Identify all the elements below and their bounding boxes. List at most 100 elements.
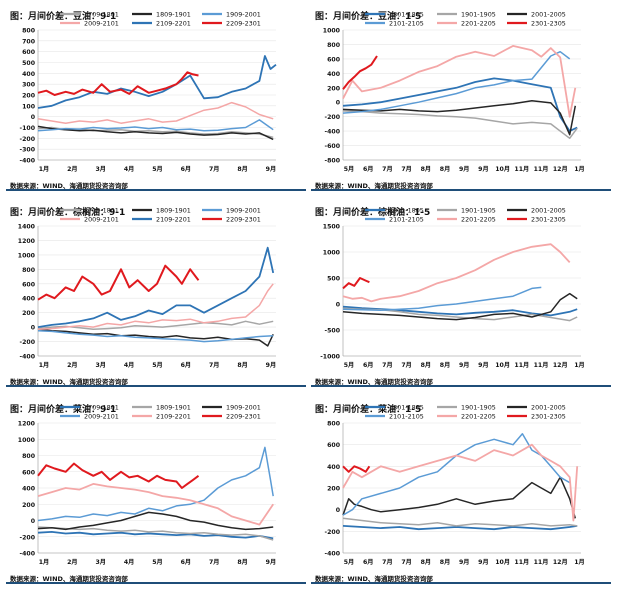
y-tick-label: 0 — [31, 325, 36, 332]
chart-title: 图：月间价差：棕榈油：1-5 — [315, 208, 431, 218]
y-tick-label: 600 — [22, 281, 36, 288]
series-line-2101-2105 — [342, 433, 571, 516]
series-line-1801-1805 — [342, 77, 578, 133]
series-line-2101-2105 — [342, 286, 542, 311]
y-tick-label: 500 — [22, 60, 36, 67]
series-line-2209-2301 — [37, 264, 200, 301]
series-line-1709-1801 — [37, 530, 274, 540]
series-line-2109-2201 — [37, 55, 277, 109]
y-tick-label: 400 — [22, 296, 36, 303]
x-tick-label: 9月 — [478, 165, 489, 173]
y-tick-label: -400 — [325, 551, 341, 558]
y-tick-label: -200 — [20, 339, 36, 346]
legend-label: 2109-2201 — [156, 20, 191, 28]
legend-label: 1909-2001 — [226, 404, 261, 412]
series-line-2009-2101 — [37, 283, 274, 331]
y-tick-label: -200 — [20, 136, 36, 143]
y-tick-label: -400 — [20, 158, 36, 165]
chart-source: 数据来源：WIND、海通期货投资咨询部 — [315, 378, 433, 386]
series-line-1901-1905 — [342, 110, 578, 140]
y-tick-label: 0 — [336, 100, 341, 107]
x-tick-label: 1月 — [39, 361, 50, 369]
chart-svg: -400 -200 0 200 400 600 800 1000 1200 1400 1月 2月 3月 4… — [18, 207, 277, 370]
legend-label: 1909-2001 — [226, 11, 261, 19]
y-tick-label: -400 — [325, 129, 341, 136]
x-tick-label: 1月 — [39, 558, 50, 566]
x-tick-label: 4月 — [124, 558, 135, 566]
y-tick-label: 800 — [22, 28, 36, 35]
x-tick-label: 12月 — [553, 558, 568, 566]
x-tick-label: 8月 — [440, 165, 451, 173]
legend-label: 1801-1805 — [389, 11, 424, 19]
panel-divider — [311, 582, 611, 584]
y-tick-label: 800 — [22, 453, 36, 460]
legend-label: 1809-1901 — [156, 404, 191, 412]
y-tick-label: 0 — [31, 114, 36, 121]
series-line-2001-2005 — [342, 476, 577, 519]
y-tick-label: -1000 — [320, 354, 340, 361]
y-tick-label: 400 — [22, 486, 36, 493]
x-tick-label: 9月 — [266, 361, 277, 369]
x-tick-label: 4月 — [124, 361, 135, 369]
x-tick-label: 9月 — [459, 558, 470, 566]
panel-divider — [6, 385, 306, 387]
y-tick-label: 700 — [22, 38, 36, 45]
y-tick-label: -500 — [325, 328, 341, 335]
x-tick-label: 6月 — [181, 361, 192, 369]
y-tick-label: 1000 — [18, 437, 36, 444]
y-tick-label: 200 — [22, 310, 36, 317]
legend-label: 2009-2101 — [84, 20, 119, 28]
y-tick-label: 800 — [327, 42, 341, 49]
x-tick-label: 4月 — [124, 165, 135, 173]
chart-panel-palm-oil-9-1: 图：月间价差：棕榈油：9-1 -400 -200 0 200 400 600 800 1000… — [6, 196, 311, 392]
chart-panel-soybean-oil-9-1: 图：月间价差：豆油：9-1 -400 -300 -200 -100 0 100 200 300… — [6, 0, 311, 196]
x-tick-label: 6月 — [363, 361, 374, 369]
y-tick-label: -200 — [325, 529, 341, 536]
legend-label: 2209-2301 — [226, 216, 261, 224]
legend-label: 1801-1805 — [389, 404, 424, 412]
x-tick-label: 8月 — [237, 165, 248, 173]
series-line-1709-1801 — [37, 320, 274, 331]
x-tick-label: 1月 — [574, 558, 585, 566]
y-tick-label: 0 — [336, 507, 341, 514]
series-line-2001-2005 — [342, 292, 578, 321]
x-tick-label: 7月 — [382, 361, 393, 369]
series-line-1809-1901 — [37, 526, 274, 541]
x-tick-label: 8月 — [440, 558, 451, 566]
x-tick-label: 9月 — [459, 165, 470, 173]
panel-divider — [311, 189, 611, 191]
x-tick-label: 5月 — [152, 165, 163, 173]
x-tick-label: 1月 — [574, 361, 585, 369]
y-tick-label: -400 — [20, 551, 36, 558]
legend-label: 1901-1905 — [461, 207, 496, 215]
series-line-2109-2201 — [37, 483, 274, 526]
x-tick-label: 6月 — [181, 558, 192, 566]
x-tick-label: 11月 — [514, 165, 529, 173]
y-tick-label: 1200 — [18, 238, 36, 245]
chart-panel-rapeseed-oil-9-1: 图：月间价差：菜油：9-1 -400 -200 0 200 400 600 800 1000 1… — [6, 393, 311, 589]
legend-label: 2001-2005 — [531, 404, 566, 412]
series-line-2209-2301 — [37, 462, 200, 489]
x-tick-label: 9月 — [266, 558, 277, 566]
legend-label: 2101-2105 — [389, 20, 424, 28]
y-tick-label: -200 — [20, 534, 36, 541]
y-tick-label: 0 — [336, 302, 341, 309]
x-tick-label: 2月 — [67, 558, 78, 566]
y-tick-label: 800 — [22, 267, 36, 274]
series-line-2101-2105 — [342, 50, 571, 114]
x-tick-label: 1月 — [39, 165, 50, 173]
x-tick-label: 6月 — [363, 165, 374, 173]
x-tick-label: 11月 — [514, 558, 529, 566]
series-line-2001-2005 — [342, 100, 577, 136]
chart-svg: -400 -300 -200 -100 0 100 200 300 400 500 600 700 80… — [20, 11, 277, 173]
y-tick-label: -300 — [20, 147, 36, 154]
legend-label: 1709-1801 — [84, 404, 119, 412]
chart-panel-rapeseed-oil-1-5: 图：月间价差：菜油：1-5 -400 -200 0 200 400 600 800 5月 6月 7… — [311, 393, 616, 589]
x-tick-label: 5月 — [152, 558, 163, 566]
chart-svg: -400 -200 0 200 400 600 800 5月 6月 7月 7月 8月 8月 9月 9月 10月… — [325, 404, 585, 567]
x-tick-label: 11月 — [514, 361, 529, 369]
legend-label: 1709-1801 — [84, 11, 119, 19]
chart-title: 图：月间价差：菜油：9-1 — [10, 405, 117, 415]
panel-divider — [6, 189, 306, 191]
series-line-2301-2305 — [342, 55, 378, 90]
